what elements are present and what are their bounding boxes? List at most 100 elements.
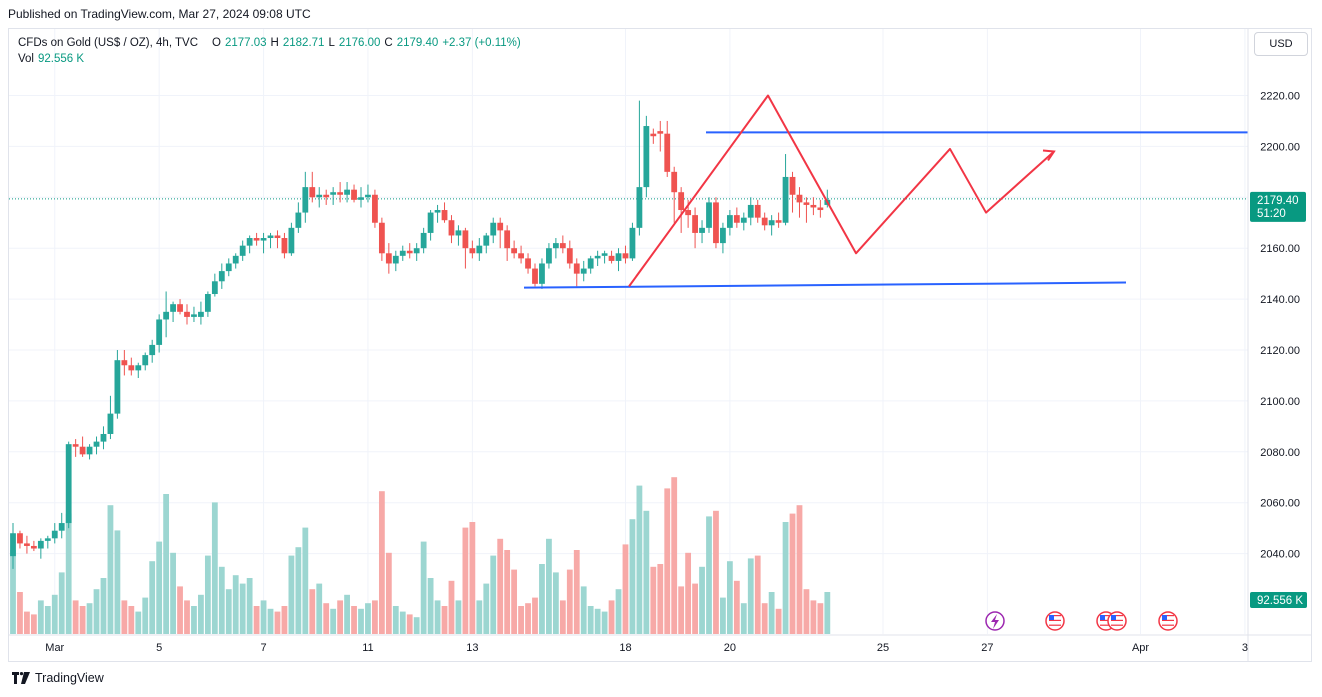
candle-body (267, 235, 274, 239)
candle-body (643, 126, 650, 188)
symbol-label[interactable]: CFDs on Gold (US$ / OZ), 4h, TVC (18, 37, 199, 49)
volume-bar (775, 608, 782, 634)
flag-stripe (1111, 619, 1123, 621)
y-tick-label: 2040.00 (1260, 549, 1300, 561)
volume-bar (399, 611, 406, 634)
volume-bar (664, 488, 671, 634)
flag-stripe (1162, 617, 1174, 619)
us-flag-icon (1158, 611, 1178, 631)
volume-bar (30, 614, 37, 634)
volume-bar (803, 589, 810, 634)
lightning-event-icon (985, 611, 1005, 631)
volume-bar (587, 606, 594, 634)
candle-body (706, 202, 712, 228)
volume-bar (671, 477, 678, 634)
footer-brand[interactable]: TradingView (35, 671, 104, 685)
candle-body (72, 444, 79, 447)
candle-body (497, 222, 504, 231)
high-label: H (270, 37, 279, 49)
volume-bar (65, 513, 72, 634)
volume-bar (483, 583, 490, 634)
close-value: 2179.40 (396, 37, 439, 49)
candle-body (594, 255, 601, 259)
flag-stripe (1100, 619, 1112, 621)
volume-bar (476, 600, 483, 634)
x-tick-label: Apr (1132, 642, 1149, 654)
candle-body (323, 194, 330, 198)
volume-bar (720, 597, 726, 634)
y-tick-label: 2100.00 (1260, 396, 1300, 408)
volume-bar (288, 555, 295, 634)
volume-bar (441, 606, 448, 634)
volume-bar (93, 589, 100, 634)
volume-bar (358, 608, 364, 634)
volume-bar (330, 608, 337, 634)
volume-bar (650, 566, 657, 634)
candle-body (525, 258, 531, 269)
candle-body (629, 227, 636, 259)
flag-stripe (1049, 619, 1061, 621)
flag-stripe (1049, 624, 1061, 626)
candle-body (392, 255, 399, 264)
candle-body (699, 227, 705, 233)
candle-body (246, 238, 253, 246)
candle-body (532, 268, 538, 284)
volume-bar (448, 580, 455, 634)
volume-tag (1250, 592, 1307, 608)
candle-body (24, 543, 30, 546)
candle-body (281, 238, 288, 254)
volume-bar (107, 505, 114, 634)
candle-body (309, 187, 316, 198)
candle-body (372, 194, 378, 223)
candle-body (337, 192, 344, 195)
candle-body (511, 248, 518, 254)
us-flag-icon (1045, 611, 1065, 631)
low-value: 2176.00 (338, 37, 381, 49)
volume-bar (198, 594, 204, 634)
volume-bar (170, 552, 176, 634)
flag-stripe (1100, 624, 1112, 626)
candle-body (17, 533, 23, 544)
volume-bars (10, 477, 831, 634)
candle-body (573, 263, 580, 274)
volume-bar (455, 600, 462, 634)
candle-body (288, 227, 295, 254)
flag-stripe (1111, 615, 1123, 617)
countdown-text: 51:20 (1257, 208, 1286, 220)
y-tick-label: 2060.00 (1260, 498, 1300, 510)
volume-bar (552, 572, 559, 634)
currency-button[interactable]: USD (1254, 32, 1308, 56)
volume-bar (462, 527, 469, 634)
volume-bar (622, 544, 629, 634)
volume-bar (469, 522, 476, 634)
candle-body (316, 194, 323, 198)
y-tick-label: 2080.00 (1260, 447, 1300, 459)
volume-bar (211, 502, 218, 634)
volume-bar (594, 608, 601, 634)
volume-bar (274, 611, 281, 634)
volume-bar (253, 606, 260, 634)
volume-bar (789, 513, 796, 634)
candle-body (747, 204, 754, 218)
open-value: 2177.03 (224, 37, 267, 49)
candle-body (775, 220, 782, 223)
open-label: O (212, 37, 221, 49)
volume-bar (351, 606, 357, 634)
volume-bar (601, 611, 608, 634)
volume-bar (733, 580, 740, 634)
volume-bar (573, 550, 580, 634)
volume-bar (135, 611, 142, 634)
candle-body (671, 171, 678, 193)
candle-body (559, 243, 566, 249)
volume-bar (678, 586, 685, 634)
candle-body (114, 360, 121, 414)
candle-body (107, 413, 114, 434)
candle-body (615, 253, 622, 261)
flag-canton (1162, 615, 1167, 620)
candle-body (622, 253, 629, 259)
volume-bar (177, 586, 183, 634)
y-tick-label: 2160.00 (1260, 243, 1300, 255)
volume-bar (782, 522, 789, 634)
volume-bar (79, 606, 86, 634)
